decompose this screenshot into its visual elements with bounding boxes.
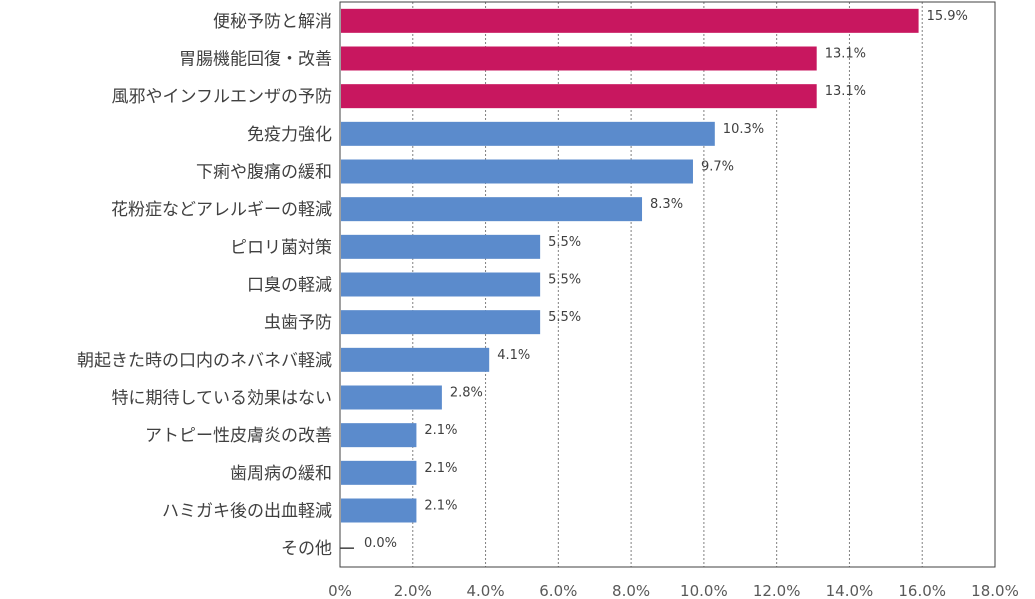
category-label: 特に期待している効果はない (112, 389, 333, 409)
x-tick-label: 4.0% (467, 582, 505, 599)
data-label: 0.0% (364, 536, 397, 551)
category-label: 朝起きた時の口内のネバネバ軽減 (77, 351, 332, 371)
data-label: 2.1% (424, 499, 457, 514)
category-label: 便秘予防と解消 (213, 12, 332, 32)
category-label: ハミガキ後の出血軽減 (162, 502, 332, 522)
data-label: 2.8% (450, 386, 483, 401)
bar (341, 121, 715, 146)
data-label: 9.7% (701, 160, 734, 175)
bar (341, 460, 417, 485)
category-label: 口臭の軽減 (247, 276, 332, 296)
data-label: 10.3% (723, 122, 764, 137)
x-tick-label: 6.0% (539, 582, 577, 599)
category-label: 虫歯予防 (264, 313, 332, 333)
data-label: 5.5% (548, 235, 581, 250)
category-label: 免疫力強化 (247, 125, 332, 145)
x-tick-label: 8.0% (612, 582, 650, 599)
bar (341, 310, 541, 335)
bar (341, 423, 417, 448)
bar (341, 385, 442, 410)
data-label: 13.1% (825, 47, 866, 62)
category-label: 胃腸機能回復・改善 (179, 50, 332, 70)
x-tick-label: 16.0% (898, 582, 946, 599)
bar (341, 159, 693, 184)
data-label: 2.1% (424, 423, 457, 438)
category-label: その他 (281, 539, 332, 559)
data-label: 5.5% (548, 273, 581, 288)
x-tick-label: 12.0% (753, 582, 801, 599)
x-tick-label: 2.0% (394, 582, 432, 599)
data-label: 4.1% (497, 348, 530, 363)
bar (341, 347, 490, 372)
bar (341, 8, 919, 33)
bar (341, 197, 643, 222)
bar (341, 46, 817, 71)
bar (341, 84, 817, 109)
x-tick-label: 0% (328, 582, 352, 599)
axes (339, 1, 996, 568)
labels: 0% 2.0% 4.0% 6.0% 8.0% 10.0% 12.0% 14.0% 16.0% 18… (77, 9, 1019, 599)
plot-frame (339, 1, 996, 568)
bars (340, 8, 919, 549)
data-label: 5.5% (548, 310, 581, 325)
x-tick-label: 10.0% (680, 582, 728, 599)
category-label: 花粉症などアレルギーの軽減 (111, 200, 332, 220)
data-label: 13.1% (825, 84, 866, 99)
category-label: アトピー性皮膚炎の改善 (145, 426, 332, 446)
bar (341, 234, 541, 259)
data-label: 2.1% (424, 461, 457, 476)
bar (341, 272, 541, 297)
data-label: 8.3% (650, 197, 683, 212)
data-label: 15.9% (927, 9, 968, 24)
x-tick-label: 14.0% (826, 582, 874, 599)
category-label: ピロリ菌対策 (230, 238, 332, 258)
bar (341, 498, 417, 523)
category-label: 下痢や腹痛の緩和 (196, 163, 332, 183)
category-label: 歯周病の緩和 (230, 464, 332, 484)
x-tick-label: 18.0% (971, 582, 1019, 599)
category-label: 風邪やインフルエンザの予防 (112, 87, 333, 107)
